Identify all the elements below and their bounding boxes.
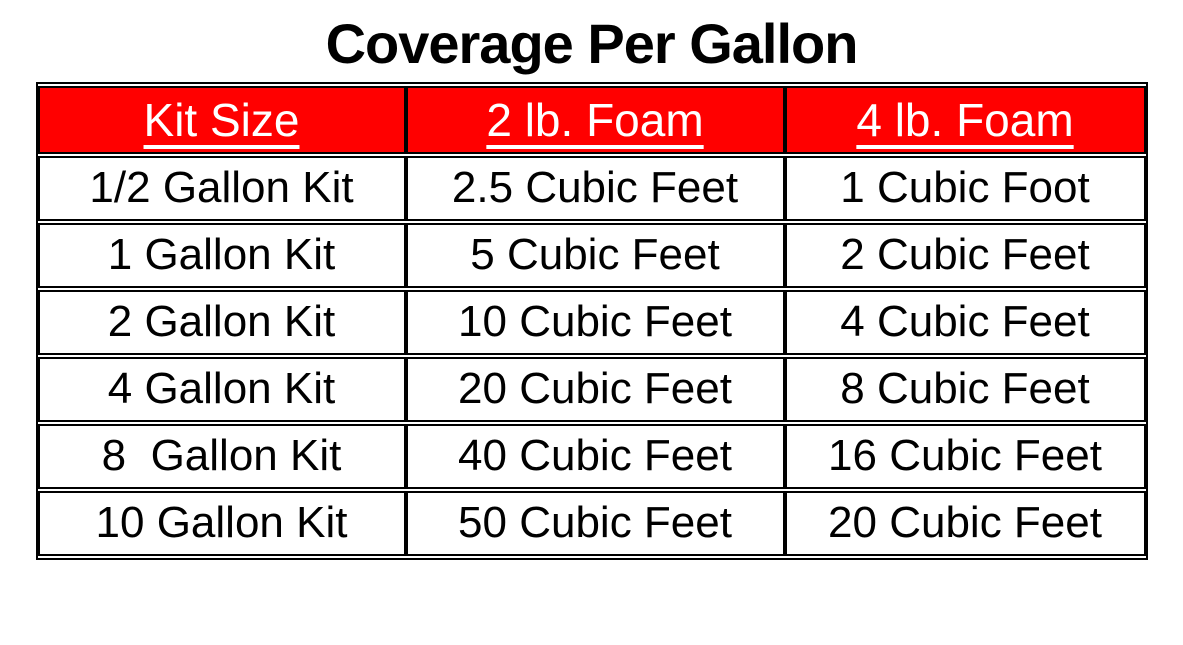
- table-row: 10 Gallon Kit 50 Cubic Feet 20 Cubic Fee…: [37, 490, 1146, 556]
- cell-kit-size: 1/2 Gallon Kit: [37, 155, 406, 221]
- cell-4lb-foam: 2 Cubic Feet: [784, 222, 1146, 288]
- cell-2lb-foam: 10 Cubic Feet: [405, 289, 785, 355]
- cell-2lb-foam: 20 Cubic Feet: [405, 356, 785, 422]
- table-row: 4 Gallon Kit 20 Cubic Feet 8 Cubic Feet: [37, 356, 1146, 422]
- cell-kit-size: 1 Gallon Kit: [37, 222, 406, 288]
- column-header-2lb-foam: 2 lb. Foam: [405, 85, 785, 154]
- column-header-kit-size: Kit Size: [37, 85, 406, 154]
- cell-4lb-foam: 16 Cubic Feet: [784, 423, 1146, 489]
- table-row: 1 Gallon Kit 5 Cubic Feet 2 Cubic Feet: [37, 222, 1146, 288]
- cell-4lb-foam: 8 Cubic Feet: [784, 356, 1146, 422]
- cell-4lb-foam: 1 Cubic Foot: [784, 155, 1146, 221]
- cell-kit-size: 8 Gallon Kit: [37, 423, 406, 489]
- cell-4lb-foam: 4 Cubic Feet: [784, 289, 1146, 355]
- cell-kit-size: 2 Gallon Kit: [37, 289, 406, 355]
- cell-4lb-foam: 20 Cubic Feet: [784, 490, 1146, 556]
- table-body: 1/2 Gallon Kit 2.5 Cubic Feet 1 Cubic Fo…: [37, 155, 1146, 556]
- column-header-4lb-foam: 4 lb. Foam: [784, 85, 1146, 154]
- cell-2lb-foam: 40 Cubic Feet: [405, 423, 785, 489]
- cell-2lb-foam: 5 Cubic Feet: [405, 222, 785, 288]
- table-row: 8 Gallon Kit 40 Cubic Feet 16 Cubic Feet: [37, 423, 1146, 489]
- coverage-table: Kit Size 2 lb. Foam 4 lb. Foam 1/2 Gallo…: [35, 81, 1148, 560]
- cell-kit-size: 10 Gallon Kit: [37, 490, 406, 556]
- table-header-row: Kit Size 2 lb. Foam 4 lb. Foam: [37, 85, 1146, 154]
- page-title: Coverage Per Gallon: [325, 12, 859, 75]
- cell-2lb-foam: 50 Cubic Feet: [405, 490, 785, 556]
- table-header: Kit Size 2 lb. Foam 4 lb. Foam: [37, 85, 1146, 154]
- cell-2lb-foam: 2.5 Cubic Feet: [405, 155, 785, 221]
- table-row: 2 Gallon Kit 10 Cubic Feet 4 Cubic Feet: [37, 289, 1146, 355]
- cell-kit-size: 4 Gallon Kit: [37, 356, 406, 422]
- table-row: 1/2 Gallon Kit 2.5 Cubic Feet 1 Cubic Fo…: [37, 155, 1146, 221]
